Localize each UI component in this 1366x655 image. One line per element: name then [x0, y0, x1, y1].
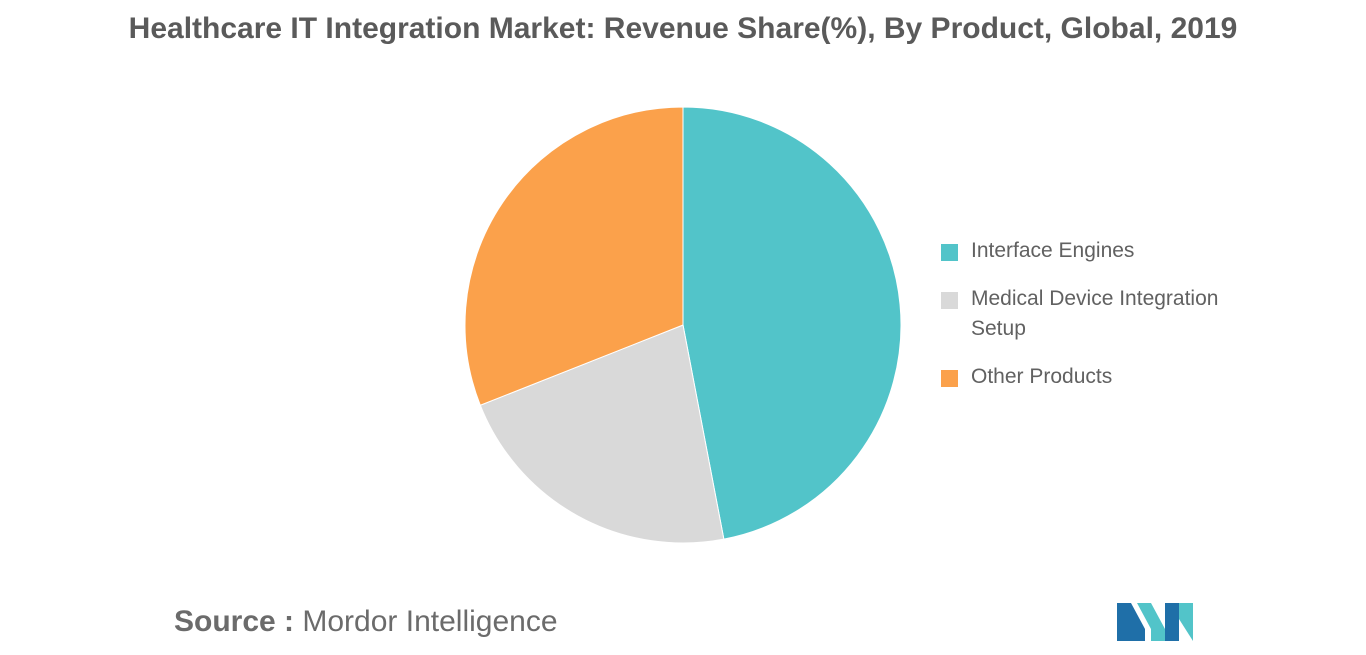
source-prefix: Source :	[174, 605, 295, 638]
logo-shape-left	[1117, 603, 1145, 641]
pie-slice-other-products	[464, 106, 684, 406]
legend-swatch-interface-engines	[941, 244, 958, 261]
source-name: Mordor Intelligence	[302, 605, 558, 638]
mordor-intelligence-logo-icon	[1117, 603, 1193, 641]
legend-label: Interface Engines	[971, 239, 1135, 262]
source-note: Source : Mordor Intelligence	[174, 605, 558, 639]
legend: Interface Engines Medical Device Integra…	[941, 236, 1281, 410]
legend-swatch-medical-device-integration	[941, 292, 958, 309]
legend-label: Medical Device Integration Setup	[971, 287, 1219, 340]
legend-item-interface-engines: Interface Engines	[941, 236, 1281, 266]
legend-swatch-other-products	[941, 370, 958, 387]
legend-label: Other Products	[971, 365, 1113, 388]
legend-item-other-products: Other Products	[941, 362, 1281, 392]
logo-shape-right	[1165, 603, 1179, 641]
logo-shape-accent	[1179, 603, 1193, 641]
legend-item-medical-device-integration: Medical Device Integration Setup	[941, 284, 1281, 344]
pie-slice-interface-engines	[682, 106, 902, 540]
logo-shape-mid	[1137, 603, 1165, 641]
pie-slice-medical-device-integration-setup	[479, 324, 725, 544]
chart-title: Healthcare IT Integration Market: Revenu…	[128, 12, 1238, 45]
